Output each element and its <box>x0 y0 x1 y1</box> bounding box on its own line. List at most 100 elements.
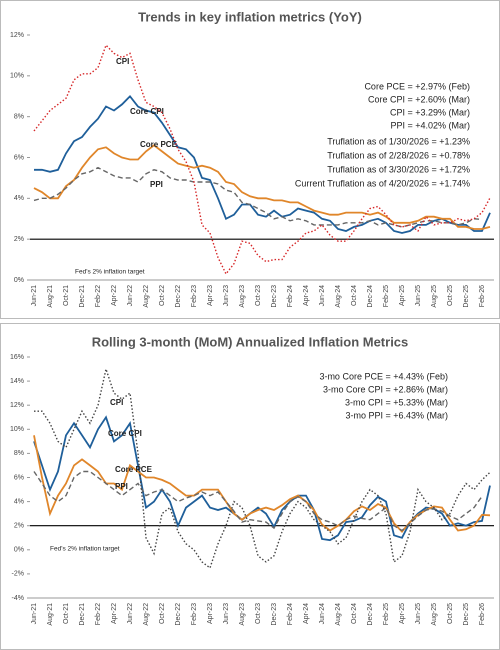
series-line <box>33 166 483 228</box>
series-label: Core PCE <box>115 465 153 474</box>
x-tick-label: Jun-21 <box>31 603 38 625</box>
x-tick-label: Oct-25 <box>447 285 454 306</box>
y-tick-label: 6% <box>14 474 24 481</box>
x-tick-label: Apr-24 <box>303 603 310 624</box>
x-tick-label: Aug-21 <box>47 285 54 308</box>
annotation: Current Truflation as of 4/20/2026 = +1.… <box>295 178 470 188</box>
series-line <box>34 366 491 570</box>
x-tick-label: Oct-22 <box>159 285 166 306</box>
y-tick-label: 8% <box>14 450 24 457</box>
y-tick-label: 8% <box>14 114 24 121</box>
target-label: Fed's 2% inflation target <box>50 546 120 553</box>
x-tick-label: Apr-22 <box>111 603 118 624</box>
x-tick-label: Oct-22 <box>159 603 166 624</box>
annotation: Truflation as of 1/30/2026 = +1.23% <box>327 136 470 146</box>
annotation: Truflation as of 2/28/2026 = +0.78% <box>327 150 470 160</box>
x-tick-label: Feb-22 <box>95 603 102 625</box>
x-tick-label: Dec-21 <box>79 603 86 626</box>
x-tick-label: Feb-25 <box>383 603 390 625</box>
series-line <box>34 94 491 234</box>
y-tick-label: -2% <box>12 571 24 578</box>
x-tick-label: Apr-25 <box>399 603 406 624</box>
series-line <box>33 435 491 534</box>
y-tick-label: 16% <box>10 354 24 361</box>
annotation: Core PCE = +2.97% (Feb) <box>364 81 470 91</box>
x-tick-label: Dec-22 <box>175 285 182 308</box>
x-tick-label: Feb-24 <box>287 603 294 625</box>
y-tick-label: 12% <box>10 402 24 409</box>
y-tick-label: 12% <box>10 32 24 39</box>
x-tick-label: Aug-25 <box>431 285 438 308</box>
x-tick-label: Jun-21 <box>31 285 38 307</box>
series-line <box>33 43 491 276</box>
x-tick-label: Feb-25 <box>383 285 390 307</box>
series-line <box>33 144 491 230</box>
x-tick-label: Dec-22 <box>175 603 182 626</box>
x-tick-label: Dec-25 <box>463 603 470 626</box>
x-tick-label: Feb-23 <box>191 603 198 625</box>
x-tick-label: Oct-21 <box>63 603 70 624</box>
annotation: 3-mo Core PCE = +4.43% (Feb) <box>319 371 448 381</box>
chart-title: Trends in key inflation metrics (YoY) <box>138 9 362 24</box>
x-tick-label: Aug-25 <box>431 603 438 626</box>
x-tick-label: Dec-25 <box>463 285 470 308</box>
x-tick-label: Dec-21 <box>79 285 86 308</box>
x-tick-label: Dec-24 <box>367 285 374 308</box>
y-tick-label: 0% <box>14 277 24 284</box>
x-tick-label: Jun-25 <box>415 603 422 625</box>
y-tick-label: 10% <box>10 73 24 80</box>
x-tick-label: Jun-22 <box>127 603 134 625</box>
x-tick-label: Feb-22 <box>95 285 102 307</box>
x-tick-label: Oct-21 <box>63 285 70 306</box>
y-tick-label: -4% <box>12 595 24 602</box>
x-tick-label: Oct-23 <box>255 603 262 624</box>
x-tick-label: Oct-25 <box>447 603 454 624</box>
x-tick-label: Feb-24 <box>287 285 294 307</box>
x-tick-label: Aug-24 <box>335 603 342 626</box>
y-tick-label: 10% <box>10 426 24 433</box>
x-tick-label: Jun-22 <box>127 285 134 307</box>
x-tick-label: Apr-22 <box>111 285 118 306</box>
x-tick-label: Jun-23 <box>223 603 230 625</box>
x-tick-label: Aug-24 <box>335 285 342 308</box>
annotation: 3-mo Core CPI = +2.86% (Mar) <box>323 384 448 394</box>
y-tick-label: 2% <box>14 523 24 530</box>
annotation: PPI = +4.02% (Mar) <box>390 120 470 130</box>
y-tick-label: 0% <box>14 547 24 554</box>
series-label: CPI <box>116 57 129 66</box>
annotation: CPI = +3.29% (Mar) <box>390 107 470 117</box>
x-tick-label: Dec-23 <box>271 603 278 626</box>
series-label: Core PCE <box>140 140 178 149</box>
series-label: CPI <box>110 398 123 407</box>
x-tick-label: Jun-23 <box>223 285 230 307</box>
x-tick-label: Aug-23 <box>239 285 246 308</box>
y-tick-label: 4% <box>14 195 24 202</box>
x-tick-label: Feb-26 <box>479 285 486 307</box>
x-tick-label: Oct-24 <box>351 285 358 306</box>
y-tick-label: 2% <box>14 236 24 243</box>
annotation: Truflation as of 3/30/2026 = +1.72% <box>327 164 470 174</box>
x-tick-label: Oct-24 <box>351 603 358 624</box>
y-tick-label: 4% <box>14 498 24 505</box>
chart-title: Rolling 3-month (MoM) Annualized Inflati… <box>92 334 409 349</box>
series-line <box>33 470 483 532</box>
x-tick-label: Apr-23 <box>207 285 214 306</box>
x-tick-label: Apr-25 <box>399 285 406 306</box>
x-tick-label: Jun-24 <box>319 603 326 625</box>
y-tick-label: 14% <box>10 378 24 385</box>
y-tick-label: 6% <box>14 154 24 161</box>
x-tick-label: Feb-23 <box>191 285 198 307</box>
x-tick-label: Aug-22 <box>143 285 150 308</box>
series-label: PPI <box>150 180 163 189</box>
target-label: Fed's 2% inflation target <box>75 269 145 276</box>
series-label: Core CPI <box>108 429 142 438</box>
annotation: Core CPI = +2.60% (Mar) <box>368 94 470 104</box>
x-tick-label: Jun-24 <box>319 285 326 307</box>
x-tick-label: Apr-23 <box>207 603 214 624</box>
x-tick-label: Oct-23 <box>255 285 262 306</box>
x-tick-label: Aug-21 <box>47 603 54 626</box>
x-tick-label: Dec-23 <box>271 285 278 308</box>
x-tick-label: Dec-24 <box>367 603 374 626</box>
annotation: 3-mo CPI = +5.33% (Mar) <box>345 397 448 407</box>
